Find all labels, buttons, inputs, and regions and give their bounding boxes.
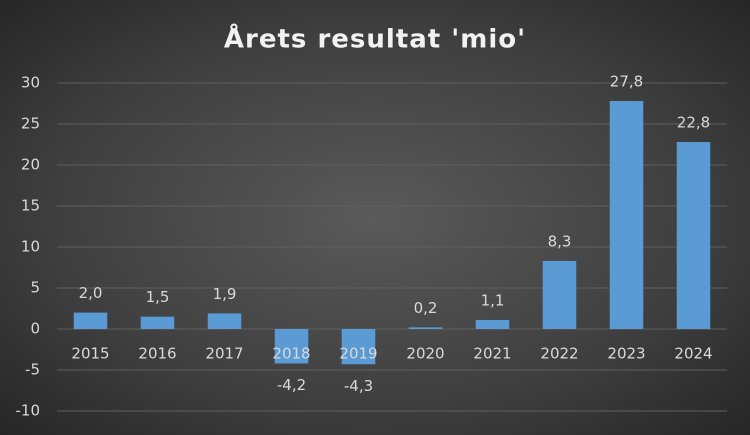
x-tick-label: 2015 <box>71 345 109 363</box>
y-tick-label: 5 <box>30 279 40 297</box>
value-label: -4,3 <box>344 377 373 395</box>
y-tick-label: 15 <box>21 197 40 215</box>
x-tick-label: 2020 <box>406 345 444 363</box>
value-label: 2,0 <box>79 284 103 302</box>
value-label: 22,8 <box>677 114 710 132</box>
y-tick-label: 20 <box>21 156 40 174</box>
y-tick-label: 30 <box>21 74 40 92</box>
x-tick-label: 2021 <box>473 345 511 363</box>
x-tick-label: 2023 <box>607 345 645 363</box>
bar <box>542 260 577 329</box>
value-label: 27,8 <box>610 73 643 91</box>
x-tick-label: 2017 <box>205 345 243 363</box>
y-tick-label: 10 <box>21 238 40 256</box>
bar <box>609 101 644 329</box>
chart-title: Årets resultat 'mio' <box>224 23 526 55</box>
y-tick-label: -5 <box>25 361 40 379</box>
value-label: -4,2 <box>277 376 306 394</box>
bar <box>207 313 242 329</box>
value-label: 1,5 <box>146 288 170 306</box>
bar <box>475 319 510 329</box>
bar <box>73 312 108 329</box>
x-tick-label: 2016 <box>138 345 176 363</box>
y-tick-label: -10 <box>16 402 41 420</box>
x-tick-label: 2022 <box>540 345 578 363</box>
x-tick-label: 2024 <box>674 345 712 363</box>
bar <box>274 329 309 364</box>
value-label: 1,9 <box>213 285 237 303</box>
y-tick-label: 0 <box>30 320 40 338</box>
value-label: 0,2 <box>414 299 438 317</box>
bar <box>341 329 376 365</box>
x-tick-label: 2019 <box>339 345 377 363</box>
value-label: 1,1 <box>481 291 505 309</box>
y-tick-label: 25 <box>21 115 40 133</box>
bar <box>408 327 443 329</box>
value-label: 8,3 <box>548 232 572 250</box>
bar <box>676 142 711 329</box>
x-tick-label: 2018 <box>272 345 310 363</box>
bar <box>140 316 175 329</box>
